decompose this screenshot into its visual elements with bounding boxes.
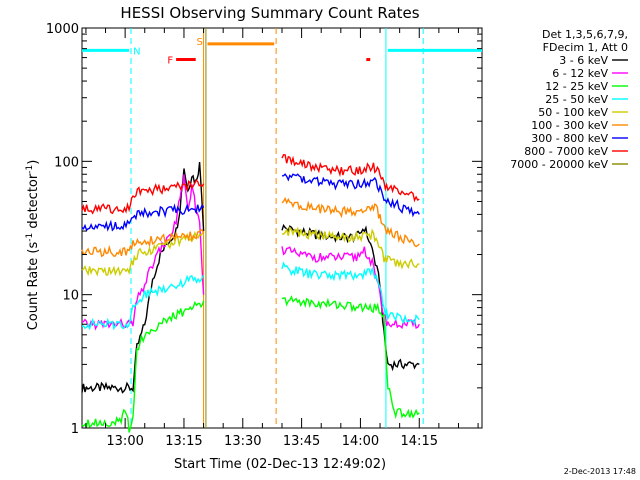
legend-label: 6 - 12 keV <box>552 67 608 80</box>
legend-label: 800 - 7000 keV <box>524 145 608 158</box>
y-tick-label: 10 <box>62 289 79 304</box>
x-axis: 13:00 13:15 13:30 13:45 14:00 14:15 <box>85 28 479 449</box>
series-line <box>81 300 205 433</box>
legend-label: 7000 - 20000 keV <box>510 158 608 171</box>
chart-title: HESSI Observing Summary Count Rates <box>120 4 419 22</box>
legend-header-line-2: FDecim 1, Att 0 <box>543 41 628 54</box>
legend: Det 1,3,5,6,7,9, FDecim 1, Att 0 3 - 6 k… <box>510 28 628 171</box>
plot-area: N F S <box>81 27 483 433</box>
x-tick-label: 14:15 <box>401 434 438 449</box>
series-line <box>81 228 205 258</box>
y-label-part2: detector <box>26 173 41 233</box>
series-line <box>81 179 205 215</box>
x-tick-label: 13:30 <box>224 434 261 449</box>
y-axis-label: Count Rate (s-1 detector-1) <box>25 160 41 331</box>
y-tick-label: 1 <box>71 422 79 437</box>
series-line <box>281 153 420 203</box>
series-layer <box>81 153 420 433</box>
legend-label: 300 - 800 keV <box>531 132 608 145</box>
legend-label: 12 - 25 keV <box>545 80 608 93</box>
legend-header-line-1: Det 1,3,5,6,7,9, <box>542 28 628 41</box>
series-line <box>81 174 205 331</box>
series-line <box>81 274 205 331</box>
y-tick-label: 100 <box>54 155 79 170</box>
y-tick-label: 1000 <box>46 22 79 37</box>
plot-frame <box>81 27 483 429</box>
legend-label: 50 - 100 keV <box>538 106 608 119</box>
legend-label: 25 - 50 keV <box>545 93 608 106</box>
y-label-part1: Count Rate (s <box>26 242 41 331</box>
x-axis-label: Start Time (02-Dec-13 12:49:02) <box>174 457 386 472</box>
series-line <box>81 203 205 232</box>
x-tick-label: 14:00 <box>342 434 379 449</box>
annotations-layer: N F S <box>82 28 482 428</box>
series-line <box>281 173 420 218</box>
x-tick-label: 13:45 <box>283 434 320 449</box>
series-line <box>281 261 420 327</box>
y-axis: 1 10 100 1000 <box>46 22 482 437</box>
series-line <box>281 223 420 372</box>
y-label-superscript-1: -1 <box>25 233 35 242</box>
series-line <box>281 246 420 330</box>
legend-label: 3 - 6 keV <box>559 54 608 67</box>
legend-label: 100 - 300 keV <box>531 119 608 132</box>
series-line <box>81 162 205 394</box>
flag-label: N <box>133 46 140 57</box>
flag-label: S <box>196 37 202 48</box>
y-label-part3: ) <box>26 160 41 165</box>
series-line <box>281 226 420 270</box>
footer-timestamp: 2-Dec-2013 17:48 <box>564 467 636 476</box>
y-label-superscript-2: -1 <box>25 165 35 174</box>
x-tick-label: 13:00 <box>106 434 143 449</box>
series-line <box>81 230 204 277</box>
series-line <box>281 295 420 420</box>
series-line <box>281 196 420 248</box>
flag-label: F <box>167 56 173 67</box>
x-tick-label: 13:15 <box>165 434 202 449</box>
